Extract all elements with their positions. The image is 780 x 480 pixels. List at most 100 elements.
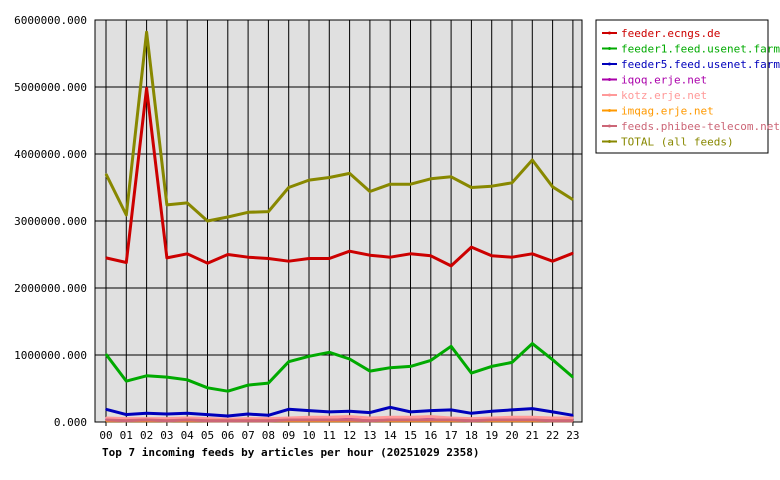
legend-box (595, 19, 769, 154)
data-point (348, 419, 351, 421)
data-point (328, 176, 331, 179)
data-point (490, 185, 493, 187)
data-point (287, 186, 290, 189)
legend-entry: TOTAL (all feeds) (621, 136, 734, 149)
data-point (287, 417, 290, 419)
data-point (511, 416, 513, 419)
x-tick-label: 03 (160, 429, 173, 442)
data-point (186, 202, 188, 204)
data-point (125, 214, 128, 216)
x-tick-label: 08 (262, 429, 275, 442)
data-point (247, 413, 249, 415)
data-point (572, 414, 574, 417)
data-point (186, 253, 188, 255)
data-point (369, 411, 371, 414)
x-tick-label: 06 (221, 429, 234, 442)
series-line-2 (104, 342, 574, 393)
y-tick-label: 6000000.000 (14, 14, 87, 27)
x-tick-label: 13 (363, 429, 376, 442)
legend-entry: feeds.phibee-telecom.net (621, 120, 780, 133)
data-point (145, 412, 148, 415)
data-point (227, 216, 229, 218)
legend-swatch-dot (608, 62, 611, 66)
legend-entry: kotz.erje.net (621, 89, 707, 102)
data-point (267, 382, 270, 384)
data-point (308, 409, 310, 412)
data-point (328, 419, 331, 421)
data-point (328, 416, 331, 419)
data-point (551, 411, 554, 413)
x-tick-label: 23 (566, 429, 579, 442)
x-axis-label: Top 7 incoming feeds by articles per hou… (102, 446, 480, 459)
data-point (490, 417, 493, 419)
data-point (531, 419, 534, 421)
data-point (267, 257, 270, 260)
data-point (105, 408, 107, 411)
data-point (206, 417, 209, 420)
data-point (409, 253, 412, 255)
y-tick-label: 0.000 (54, 416, 87, 429)
data-point (369, 254, 371, 256)
data-point (490, 410, 493, 413)
data-point (328, 351, 331, 354)
series-line-3 (105, 405, 574, 418)
series-line-5 (105, 415, 573, 421)
data-point (287, 360, 290, 363)
data-point (145, 374, 148, 377)
data-point (511, 361, 513, 364)
data-point (125, 261, 128, 264)
x-tick-label: 12 (343, 429, 356, 442)
data-point (369, 419, 371, 422)
data-point (166, 419, 168, 422)
legend-entry: feeder5.feed.usenet.farm (621, 58, 780, 71)
data-point (247, 417, 249, 420)
data-point (125, 419, 128, 422)
data-point (389, 416, 392, 419)
data-point (409, 416, 412, 419)
data-point (572, 419, 574, 422)
y-axis-ticks: 0.000 1000000.000 2000000.000 3000000.000 40… (14, 14, 87, 429)
data-point (166, 204, 168, 206)
data-point (450, 409, 452, 411)
legend-swatch-dot (608, 140, 611, 143)
data-point (186, 378, 188, 381)
data-point (551, 419, 554, 422)
x-tick-label: 02 (140, 429, 153, 442)
data-point (227, 390, 229, 392)
data-point (186, 419, 188, 421)
data-point (369, 370, 371, 372)
legend-entry: imqag.erje.net (621, 105, 714, 118)
data-point (105, 417, 107, 419)
data-point (227, 415, 229, 417)
data-point (551, 417, 554, 419)
data-point (531, 253, 534, 255)
x-tick-label: 16 (424, 429, 437, 442)
data-point (267, 414, 270, 417)
data-point (470, 417, 473, 420)
data-point (166, 417, 168, 420)
x-axis-ticks: 00 01 02 03 04 05 06 07 08 09 10 11 12 13 14 15 16 17 18 19… (99, 429, 579, 442)
data-point (531, 342, 534, 345)
data-point (430, 409, 432, 412)
data-point (348, 250, 351, 252)
data-point (247, 419, 249, 422)
data-point (287, 260, 290, 263)
data-point (531, 159, 534, 161)
data-point (551, 186, 554, 188)
data-point (308, 179, 310, 181)
data-point (105, 257, 107, 259)
data-point (145, 419, 148, 421)
legend-swatch-dot (608, 93, 611, 97)
data-point (389, 256, 392, 258)
data-point (551, 358, 554, 361)
data-point (267, 417, 270, 420)
y-tick-label: 3000000.000 (14, 215, 87, 228)
y-tick-label: 2000000.000 (14, 282, 87, 295)
data-point (531, 407, 534, 410)
data-point (227, 419, 229, 422)
data-point (166, 257, 168, 259)
x-tick-label: 11 (323, 429, 336, 442)
data-point (572, 417, 574, 419)
legend-swatch-dot (608, 124, 611, 128)
